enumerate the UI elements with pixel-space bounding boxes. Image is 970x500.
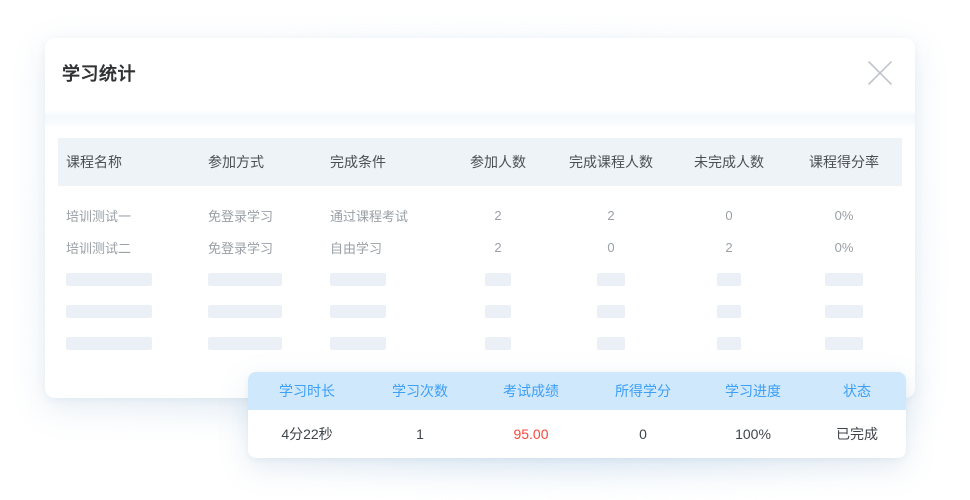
detail-header-row: 学习时长 学习次数 考试成绩 所得学分 学习进度 状态 xyxy=(248,372,906,410)
cell-condition: 自由学习 xyxy=(330,240,383,256)
skeleton-cell xyxy=(672,326,786,358)
cell-course-name: 培训测试一 xyxy=(66,208,132,224)
detail-table-row[interactable]: 4分22秒 1 95.00 0 100% 已完成 xyxy=(248,410,906,458)
column-header-participants[interactable]: 参加人数 xyxy=(470,154,526,170)
skeleton-cell xyxy=(672,294,786,326)
table-row-skeleton xyxy=(58,294,902,326)
skeleton-bar xyxy=(330,304,386,318)
skeleton-bar xyxy=(66,304,152,318)
cell-condition: 通过课程考试 xyxy=(330,208,409,224)
cell-status: 已完成 xyxy=(808,410,906,458)
column-header-condition[interactable]: 完成条件 xyxy=(330,154,386,170)
skeleton-bar xyxy=(485,304,511,318)
close-button[interactable] xyxy=(863,56,897,90)
skeleton-cell xyxy=(330,326,446,358)
skeleton-bar xyxy=(66,272,152,286)
statistics-table-head: 课程名称 参加方式 完成条件 参加人数 完成课程人数 未完成人数 课程得分率 xyxy=(58,138,902,186)
skeleton-bar xyxy=(66,336,152,350)
skeleton-bar xyxy=(597,336,625,350)
column-header-progress[interactable]: 学习进度 xyxy=(725,383,781,399)
table-row[interactable]: 培训测试二 免登录学习 自由学习 2 0 2 0% xyxy=(58,232,902,262)
statistics-table-body: 培训测试一 免登录学习 通过课程考试 2 2 0 0% 培训测试二 免登录学习 … xyxy=(58,186,902,358)
skeleton-cell xyxy=(58,326,208,358)
cell-study-duration: 4分22秒 xyxy=(248,410,366,458)
column-header-completed[interactable]: 完成课程人数 xyxy=(569,154,653,170)
skeleton-cell xyxy=(672,262,786,294)
skeleton-cell xyxy=(550,326,672,358)
column-header-status[interactable]: 状态 xyxy=(843,383,871,399)
skeleton-cell xyxy=(550,262,672,294)
skeleton-cell xyxy=(446,262,550,294)
column-header-course-name[interactable]: 课程名称 xyxy=(66,154,122,170)
cell-join-method: 免登录学习 xyxy=(208,240,274,256)
dialog-header: 学习统计 xyxy=(45,38,915,110)
cell-completed: 2 xyxy=(607,207,615,223)
skeleton-bar xyxy=(485,336,511,350)
skeleton-bar xyxy=(717,304,741,318)
column-header-exam-score[interactable]: 考试成绩 xyxy=(503,383,559,399)
table-header-row: 课程名称 参加方式 完成条件 参加人数 完成课程人数 未完成人数 课程得分率 xyxy=(58,138,902,186)
close-icon xyxy=(868,61,892,85)
cell-join-method: 免登录学习 xyxy=(208,208,274,224)
cell-exam-score: 95.00 xyxy=(474,410,588,458)
skeleton-bar xyxy=(825,272,863,286)
header-divider-band xyxy=(45,110,915,126)
skeleton-cell xyxy=(786,294,902,326)
cell-uncompleted: 2 xyxy=(725,239,733,255)
skeleton-bar xyxy=(485,272,511,286)
skeleton-bar xyxy=(825,336,863,350)
skeleton-bar xyxy=(330,272,386,286)
skeleton-cell xyxy=(208,294,330,326)
column-header-credits[interactable]: 所得学分 xyxy=(615,383,671,399)
skeleton-cell xyxy=(208,326,330,358)
skeleton-cell xyxy=(208,262,330,294)
statistics-table-container: 课程名称 参加方式 完成条件 参加人数 完成课程人数 未完成人数 课程得分率 培… xyxy=(58,138,902,358)
cell-score-rate: 0% xyxy=(834,207,854,223)
skeleton-cell xyxy=(446,294,550,326)
column-header-score-rate[interactable]: 课程得分率 xyxy=(809,154,879,170)
cell-completed: 0 xyxy=(607,239,615,255)
column-header-join-method[interactable]: 参加方式 xyxy=(208,154,264,170)
skeleton-cell xyxy=(58,262,208,294)
cell-participants: 2 xyxy=(494,207,502,223)
table-row-skeleton xyxy=(58,262,902,294)
skeleton-cell xyxy=(786,326,902,358)
column-header-uncompleted[interactable]: 未完成人数 xyxy=(694,154,764,170)
study-detail-card: 学习时长 学习次数 考试成绩 所得学分 学习进度 状态 4分22秒 1 95.0… xyxy=(248,372,906,458)
cell-participants: 2 xyxy=(494,239,502,255)
skeleton-bar xyxy=(208,272,282,286)
detail-table-head: 学习时长 学习次数 考试成绩 所得学分 学习进度 状态 xyxy=(248,372,906,410)
skeleton-cell xyxy=(330,294,446,326)
skeleton-bar xyxy=(597,272,625,286)
table-row[interactable]: 培训测试一 免登录学习 通过课程考试 2 2 0 0% xyxy=(58,186,902,232)
column-header-study-duration[interactable]: 学习时长 xyxy=(279,383,335,399)
column-header-study-count[interactable]: 学习次数 xyxy=(392,383,448,399)
skeleton-bar xyxy=(825,304,863,318)
cell-score-rate: 0% xyxy=(834,239,854,255)
skeleton-cell xyxy=(330,262,446,294)
skeleton-bar xyxy=(330,336,386,350)
skeleton-cell xyxy=(446,326,550,358)
skeleton-bar xyxy=(208,336,282,350)
statistics-table: 课程名称 参加方式 完成条件 参加人数 完成课程人数 未完成人数 课程得分率 培… xyxy=(58,138,902,358)
skeleton-bar xyxy=(208,304,282,318)
skeleton-cell xyxy=(550,294,672,326)
cell-course-name: 培训测试二 xyxy=(66,240,132,256)
skeleton-cell xyxy=(786,262,902,294)
skeleton-bar xyxy=(717,272,741,286)
detail-table: 学习时长 学习次数 考试成绩 所得学分 学习进度 状态 4分22秒 1 95.0… xyxy=(248,372,906,458)
skeleton-cell xyxy=(58,294,208,326)
skeleton-bar xyxy=(717,336,741,350)
detail-table-body: 4分22秒 1 95.00 0 100% 已完成 xyxy=(248,410,906,458)
study-statistics-dialog: 学习统计 课程名称 参加方式 完成条件 xyxy=(45,38,915,398)
page-title: 学习统计 xyxy=(62,64,136,84)
skeleton-bar xyxy=(597,304,625,318)
cell-study-count: 1 xyxy=(366,410,474,458)
cell-credits: 0 xyxy=(588,410,698,458)
cell-uncompleted: 0 xyxy=(725,207,733,223)
table-row-skeleton xyxy=(58,326,902,358)
cell-progress: 100% xyxy=(698,410,808,458)
